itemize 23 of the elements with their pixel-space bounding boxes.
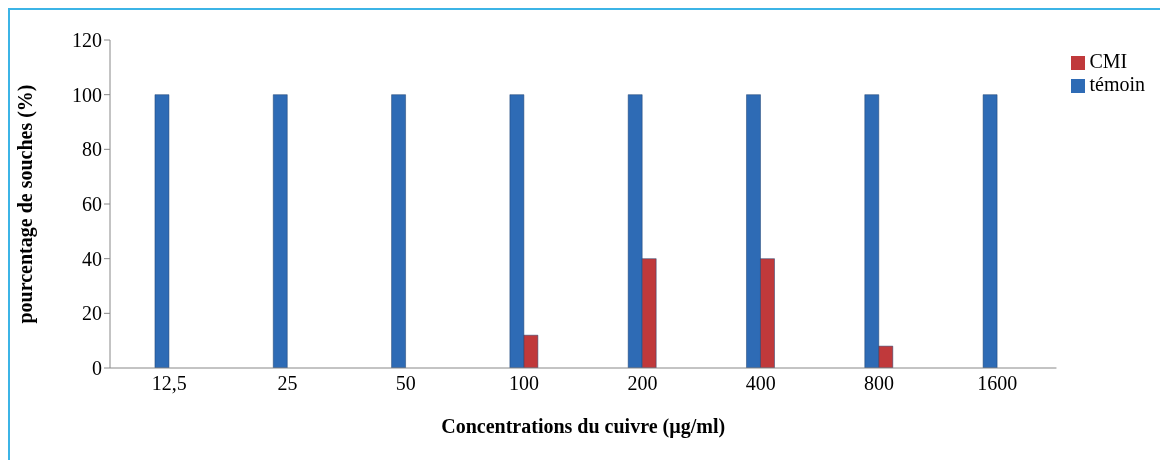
x-tick-label: 1600 — [977, 372, 1018, 395]
bar — [982, 94, 998, 368]
y-axis-title: pourcentage de souches (%) — [14, 84, 38, 324]
y-tick-label: 80 — [82, 138, 102, 161]
y-tick-label: 60 — [82, 193, 102, 216]
x-tick-label: 800 — [863, 372, 894, 395]
x-tick-label: 25 — [277, 372, 298, 395]
y-tick-label: 0 — [92, 357, 102, 380]
legend-label: témoin — [1089, 73, 1145, 95]
bar — [273, 94, 288, 368]
y-tick-label: 100 — [72, 83, 102, 106]
x-tick-label: 100 — [509, 372, 540, 395]
y-tick-label: 120 — [72, 29, 102, 52]
legend-label: CMI — [1089, 50, 1128, 72]
x-tick-label: 200 — [627, 372, 658, 395]
x-tick-label: 400 — [745, 372, 776, 395]
x-tick-label: 50 — [395, 372, 416, 395]
bar — [154, 94, 170, 368]
y-tick-label: 40 — [82, 247, 102, 270]
x-tick-label: 12,5 — [151, 372, 187, 395]
bar — [391, 94, 406, 368]
x-axis-title: Concentrations du cuivre (µg/ml) — [441, 415, 726, 438]
y-tick-label: 20 — [82, 302, 102, 325]
